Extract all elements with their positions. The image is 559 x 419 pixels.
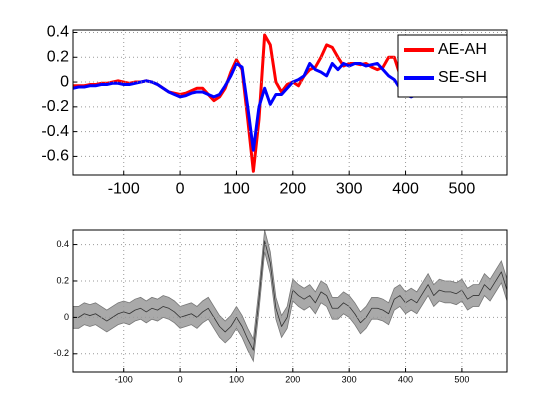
y-tick-label: 0.4 <box>56 239 69 249</box>
x-tick-label: 300 <box>336 181 363 198</box>
y-tick-label: -0.2 <box>53 348 69 358</box>
x-tick-label: 400 <box>398 374 413 384</box>
legend-label: SE-SH <box>438 69 487 86</box>
x-tick-label: 100 <box>229 374 244 384</box>
legend-label: AE-AH <box>438 41 487 58</box>
x-tick-label: 0 <box>176 181 185 198</box>
y-tick-label: -0.2 <box>41 98 69 115</box>
y-tick-label: -0.6 <box>41 148 69 165</box>
x-tick-label: 400 <box>392 181 419 198</box>
axes-frame <box>72 29 508 176</box>
x-tick-label: 200 <box>279 181 306 198</box>
data-line <box>73 240 507 351</box>
x-tick-label: 0 <box>178 374 183 384</box>
legend-box <box>397 34 508 98</box>
data-line <box>73 61 418 152</box>
y-tick-label: 0 <box>64 312 69 322</box>
x-tick-label: 100 <box>223 181 250 198</box>
confidence-band <box>73 230 507 363</box>
y-tick-label: 0.2 <box>47 48 69 65</box>
y-tick-label: 0.2 <box>56 275 69 285</box>
x-tick-label: 300 <box>342 374 357 384</box>
axes-frame <box>72 229 508 373</box>
x-tick-label: -100 <box>108 181 140 198</box>
y-tick-label: 0 <box>60 73 69 90</box>
x-tick-label: -100 <box>115 374 133 384</box>
x-tick-label: 500 <box>449 181 476 198</box>
x-tick-label: 500 <box>454 374 469 384</box>
plot-area <box>73 230 507 363</box>
y-tick-label: 0.4 <box>47 24 69 41</box>
y-tick-label: -0.4 <box>41 123 69 140</box>
x-tick-label: 200 <box>285 374 300 384</box>
